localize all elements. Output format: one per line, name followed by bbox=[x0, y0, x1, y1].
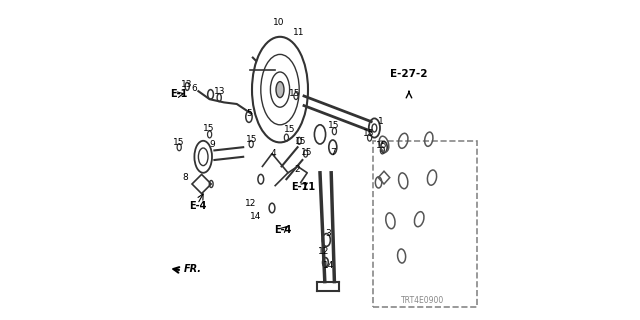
Text: 6: 6 bbox=[192, 84, 197, 92]
Text: 13: 13 bbox=[181, 80, 192, 89]
Text: 12: 12 bbox=[245, 199, 256, 208]
Text: 15: 15 bbox=[295, 137, 307, 146]
Text: 14: 14 bbox=[323, 261, 334, 270]
Text: 15: 15 bbox=[363, 129, 374, 138]
Text: 5: 5 bbox=[247, 109, 252, 118]
Text: 15: 15 bbox=[376, 141, 388, 150]
Text: 15: 15 bbox=[284, 125, 295, 134]
Text: 15: 15 bbox=[328, 121, 340, 130]
Text: 2: 2 bbox=[295, 165, 300, 174]
Ellipse shape bbox=[276, 82, 284, 98]
Text: 8: 8 bbox=[183, 173, 188, 182]
Text: 4: 4 bbox=[271, 149, 276, 158]
Text: E-27-2: E-27-2 bbox=[390, 68, 428, 79]
Text: FR.: FR. bbox=[184, 264, 202, 274]
Text: 14: 14 bbox=[250, 212, 262, 220]
Text: 9: 9 bbox=[209, 140, 215, 149]
Text: 1: 1 bbox=[378, 117, 383, 126]
Text: 7: 7 bbox=[330, 148, 335, 156]
Text: 15: 15 bbox=[246, 135, 258, 144]
Bar bbox=[372, 141, 477, 307]
Text: 15: 15 bbox=[301, 148, 312, 157]
Text: E-11: E-11 bbox=[291, 182, 315, 192]
Text: 11: 11 bbox=[294, 28, 305, 36]
Text: 15: 15 bbox=[203, 124, 214, 132]
Text: 10: 10 bbox=[273, 18, 284, 27]
Text: 15: 15 bbox=[289, 89, 301, 98]
Text: TRT4E0900: TRT4E0900 bbox=[401, 296, 444, 305]
Text: E-1: E-1 bbox=[170, 89, 188, 100]
Text: 3: 3 bbox=[326, 229, 332, 238]
Text: 15: 15 bbox=[173, 138, 184, 147]
Text: E-4: E-4 bbox=[189, 201, 206, 212]
Text: 12: 12 bbox=[318, 247, 330, 256]
Text: E-4: E-4 bbox=[275, 225, 292, 236]
Text: 13: 13 bbox=[214, 87, 226, 96]
